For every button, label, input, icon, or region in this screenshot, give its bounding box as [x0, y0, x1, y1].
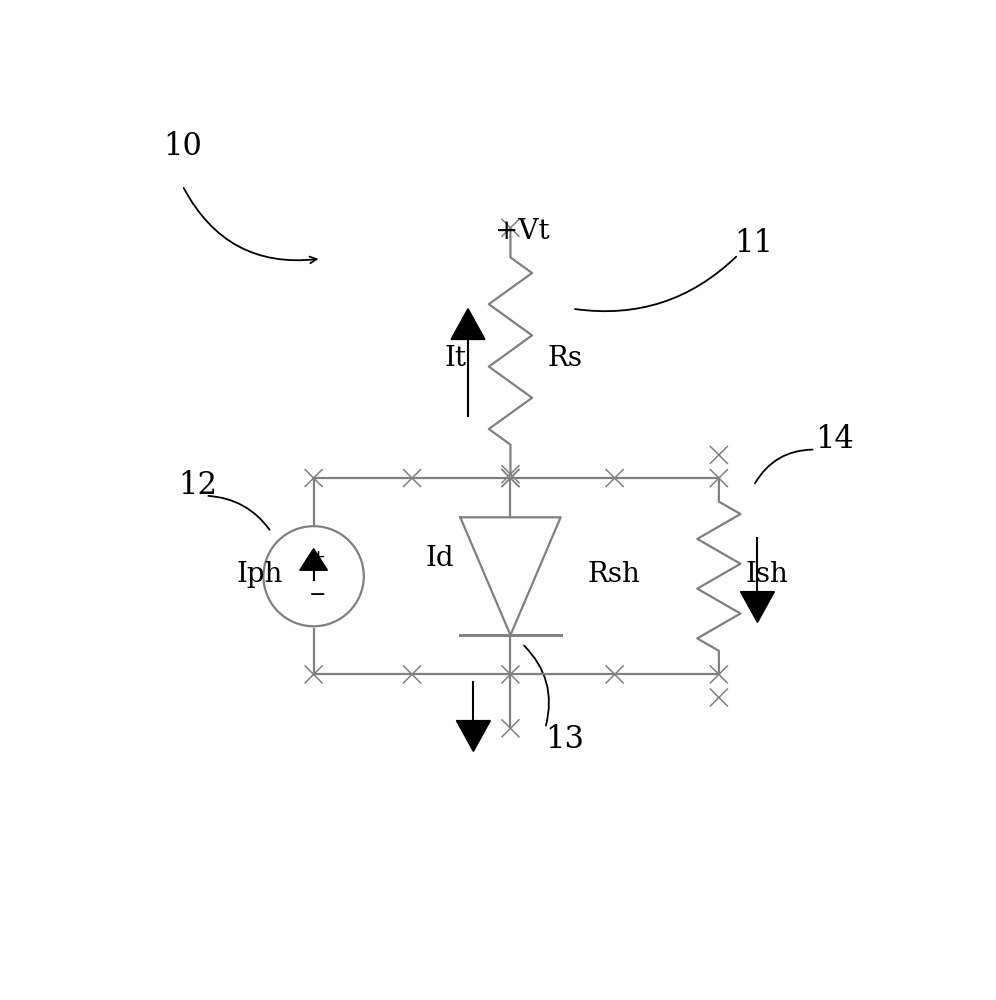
FancyArrowPatch shape: [575, 257, 736, 311]
Text: 14: 14: [816, 424, 855, 455]
Text: Rsh: Rsh: [588, 561, 640, 588]
Polygon shape: [451, 309, 485, 339]
Text: 10: 10: [163, 131, 202, 162]
Text: Id: Id: [425, 545, 454, 572]
FancyArrowPatch shape: [208, 496, 270, 530]
Text: Rs: Rs: [548, 345, 583, 372]
FancyArrowPatch shape: [183, 188, 317, 263]
Text: 13: 13: [545, 724, 585, 755]
Text: +Vt: +Vt: [495, 218, 550, 245]
Polygon shape: [300, 549, 328, 570]
Text: Iph: Iph: [236, 561, 283, 588]
Text: −: −: [309, 585, 327, 605]
Text: Ish: Ish: [746, 561, 789, 588]
Polygon shape: [456, 721, 490, 751]
Text: +: +: [310, 548, 325, 566]
FancyArrowPatch shape: [755, 450, 813, 483]
Polygon shape: [740, 592, 775, 622]
Text: It: It: [445, 345, 467, 372]
FancyArrowPatch shape: [524, 646, 549, 726]
Text: 12: 12: [178, 470, 217, 501]
Text: 11: 11: [734, 228, 773, 259]
